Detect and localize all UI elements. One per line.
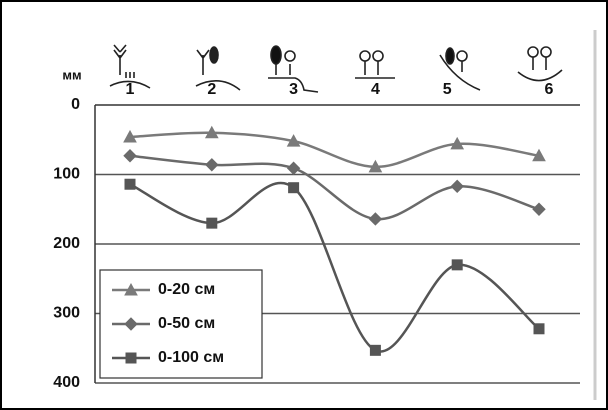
marker	[370, 345, 380, 355]
x-tick-label: 2	[207, 81, 216, 98]
frame	[1, 1, 607, 409]
legend-label: 0-50 см	[158, 315, 215, 332]
marker	[452, 260, 462, 270]
y-tick-label: 300	[53, 305, 80, 322]
y-tick-label: 0	[71, 96, 80, 113]
marker	[207, 218, 217, 228]
marker	[126, 353, 136, 363]
x-tick-label: 6	[545, 81, 554, 98]
y-tick-label: 400	[53, 374, 80, 391]
x-tick-label: 1	[126, 81, 135, 98]
y-tick-label: 100	[53, 166, 80, 183]
marker	[534, 324, 544, 334]
marker	[125, 179, 135, 189]
x-tick-label: 4	[371, 81, 380, 98]
legend-label: 0-20 см	[158, 281, 215, 298]
x-tick-label: 5	[443, 81, 452, 98]
x-tick-label: 3	[289, 81, 298, 98]
y-tick-label: 200	[53, 235, 80, 252]
marker	[289, 183, 299, 193]
y-axis-label: мм	[62, 67, 81, 82]
chart: мм 0 100 200 300 400 1 2 3 4 5 6 0-20 см 0-50 см 0-10…	[0, 0, 608, 410]
legend-label: 0-100 см	[158, 349, 224, 366]
